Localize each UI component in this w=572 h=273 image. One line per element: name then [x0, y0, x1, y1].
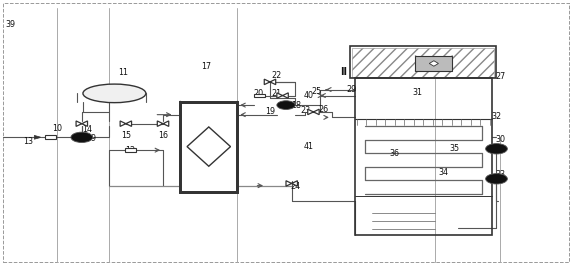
Text: 16: 16: [158, 131, 168, 140]
Bar: [352, 48, 494, 77]
Text: 14: 14: [82, 125, 93, 134]
Ellipse shape: [83, 84, 146, 103]
Bar: [254, 94, 265, 97]
Circle shape: [486, 174, 507, 184]
Polygon shape: [157, 121, 169, 126]
Bar: [355, 78, 492, 235]
Bar: [180, 102, 237, 192]
Text: 36: 36: [390, 149, 400, 158]
Text: 17: 17: [201, 63, 211, 71]
Circle shape: [486, 144, 507, 154]
Text: 33: 33: [495, 170, 506, 179]
Text: 29: 29: [346, 85, 356, 94]
Text: 22: 22: [272, 72, 282, 80]
Text: II: II: [340, 67, 347, 77]
Text: 26: 26: [318, 105, 328, 114]
Polygon shape: [120, 121, 132, 126]
Text: 27: 27: [495, 72, 506, 81]
Polygon shape: [429, 61, 438, 66]
Text: 25: 25: [312, 87, 322, 96]
Bar: [125, 148, 136, 152]
Circle shape: [71, 132, 93, 143]
Circle shape: [277, 101, 295, 109]
Text: 11: 11: [118, 68, 128, 77]
Polygon shape: [264, 79, 276, 85]
Text: 9: 9: [91, 134, 96, 143]
Polygon shape: [277, 93, 288, 98]
Polygon shape: [76, 121, 88, 126]
Text: 40: 40: [304, 91, 314, 100]
Text: 20: 20: [253, 89, 264, 98]
Text: 19: 19: [265, 108, 276, 116]
Text: 28: 28: [432, 58, 443, 67]
Polygon shape: [286, 181, 297, 186]
Polygon shape: [34, 135, 41, 139]
Text: 13: 13: [23, 138, 34, 146]
Text: 12: 12: [125, 146, 136, 155]
Text: 21: 21: [271, 89, 281, 98]
Text: 35: 35: [450, 144, 460, 153]
Text: 31: 31: [412, 88, 423, 97]
Text: 41: 41: [304, 143, 314, 151]
Bar: [415, 56, 452, 71]
Text: 34: 34: [438, 168, 448, 177]
Text: 32: 32: [491, 112, 502, 120]
Polygon shape: [308, 109, 319, 115]
Bar: [45, 135, 56, 139]
Text: 24: 24: [290, 182, 300, 191]
Text: 39: 39: [5, 20, 15, 29]
Bar: [180, 102, 237, 192]
Text: 10: 10: [52, 124, 62, 133]
Text: 15: 15: [121, 131, 131, 140]
Text: 18: 18: [291, 102, 301, 110]
Text: 30: 30: [495, 135, 506, 144]
Bar: [350, 46, 496, 78]
Text: 23: 23: [300, 106, 311, 115]
